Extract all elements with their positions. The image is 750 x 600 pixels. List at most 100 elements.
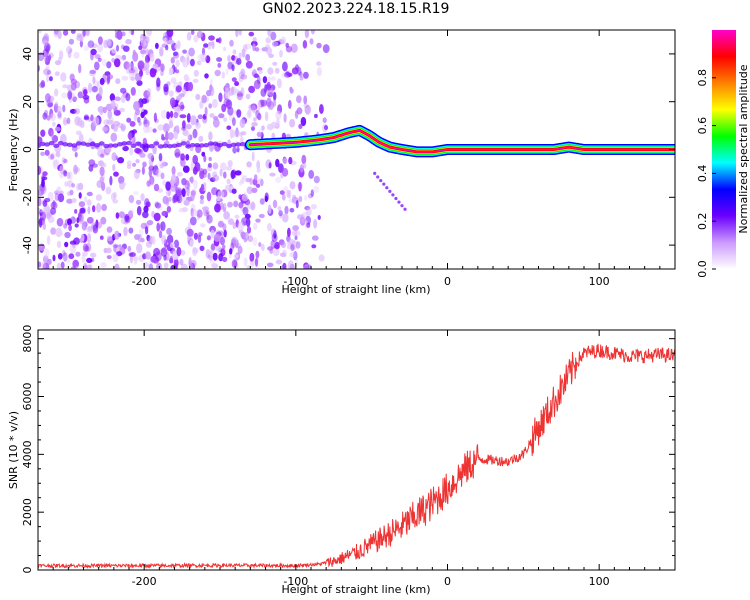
spectrogram-y-tick-label: 20: [21, 95, 34, 109]
spectrogram-noise-blob: [221, 71, 225, 79]
spectrogram-noise-blob: [278, 210, 283, 217]
spectrogram-noise-blob: [231, 188, 237, 194]
spectrogram-noise-blob: [130, 87, 136, 96]
spectrogram-noise-blob: [208, 249, 214, 256]
spectrogram-carrier-blob: [107, 143, 114, 148]
spectrogram-noise-blob: [101, 58, 107, 67]
spectrogram-noise-blob: [245, 60, 253, 69]
spectrogram-noise-blob: [42, 112, 48, 120]
spectrogram-noise-blob: [310, 189, 314, 197]
spectrogram-noise-blob: [215, 195, 221, 202]
spectrogram-noise-blob: [41, 261, 46, 269]
spectrogram-noise-blob: [142, 262, 150, 269]
snr-x-tick-label: -200: [132, 575, 157, 588]
spectrogram-noise-blob: [103, 247, 108, 254]
spectrogram-noise-blob: [287, 260, 294, 269]
spectrogram-noise-blob: [86, 233, 92, 243]
spectrogram-noise-blob: [74, 108, 80, 115]
spectrogram-noise-blob: [111, 48, 117, 54]
spectrogram-noise-blob: [228, 113, 235, 122]
spectrogram-noise-blob: [207, 44, 212, 50]
spectrogram-noise-blob: [63, 223, 68, 229]
snr-x-axis-title: Height of straight line (km): [281, 583, 430, 596]
spectrogram-noise-blob: [283, 186, 289, 193]
spectrogram-noise-blob: [56, 105, 62, 115]
spectrogram-carrier-blob: [144, 143, 151, 149]
spectrogram-noise-blob: [182, 86, 187, 95]
spectrogram-noise-blob: [235, 30, 239, 38]
spectrogram-noise-blob: [42, 171, 48, 177]
spectrogram-noise-blob: [167, 196, 172, 202]
spectrogram-noise-blob: [95, 219, 99, 229]
spectrogram-noise-blob: [261, 243, 265, 251]
spectrogram-noise-blob: [189, 216, 197, 226]
spectrogram-noise-blob: [166, 111, 171, 120]
spectrogram-noise-blob: [106, 235, 113, 242]
spectrogram-noise-blob: [137, 60, 145, 70]
spectrogram-noise-blob: [158, 230, 163, 239]
spectrogram-noise-blob: [282, 249, 287, 258]
spectrogram-noise-blob: [259, 198, 265, 205]
spectrogram-noise-blob: [251, 105, 256, 113]
spectrogram-noise-blob: [63, 170, 68, 177]
spectrogram-noise-blob: [114, 230, 120, 240]
spectrogram-noise-blob: [190, 190, 196, 196]
spectrogram-noise-blob: [203, 182, 207, 187]
spectrogram-noise-blob: [56, 262, 61, 269]
spectrogram-noise-blob: [188, 47, 195, 57]
spectrogram-noise-blob: [274, 67, 280, 74]
snr-y-tick-label: 8000: [21, 325, 34, 353]
colorbar-tick-label: 0.6: [696, 117, 709, 135]
spectrogram-noise-blob: [208, 156, 212, 162]
spectrogram-noise-blob: [227, 55, 231, 62]
colorbar-tick-label: 0.2: [696, 212, 709, 230]
spectrogram-noise-blob: [185, 154, 190, 161]
spectrogram-noise-blob: [102, 106, 107, 114]
spectrogram-noise-blob: [68, 224, 72, 232]
spectrogram-noise-blob: [211, 187, 218, 196]
spectrogram-noise-blob: [38, 52, 45, 62]
spectrogram-noise-blob: [112, 243, 119, 248]
spectrogram-noise-blob: [113, 171, 119, 177]
spectrogram-noise: [38, 30, 330, 269]
spectrogram-noise-blob: [70, 78, 78, 85]
spectrogram-noise-blob: [115, 212, 120, 219]
spectrogram-noise-blob: [295, 200, 299, 209]
spectrogram-noise-blob: [289, 263, 295, 269]
spectrogram-noise-blob: [57, 56, 62, 63]
spectrogram-noise-blob: [173, 239, 180, 248]
spectrogram-noise-blob: [182, 49, 188, 54]
spectrogram-noise-blob: [162, 123, 170, 133]
spectrogram-noise-blob: [75, 251, 81, 257]
spectrogram-noise-blob: [234, 170, 242, 176]
spectrogram-noise-blob: [83, 116, 90, 121]
spectrogram-noise-blob: [117, 157, 125, 164]
spectrogram-noise-blob: [169, 97, 176, 107]
spectrogram-noise-blob: [207, 162, 212, 168]
spectrogram-noise-blob: [148, 95, 152, 101]
spectrogram-noise-blob: [98, 86, 103, 96]
spectrogram-noise-blob: [304, 105, 311, 115]
spectrogram-noise-blob: [113, 124, 118, 132]
spectrogram-noise-blob: [252, 36, 257, 43]
spectrogram-noise-blob: [211, 263, 219, 269]
spectrogram-noise-blob: [180, 153, 186, 161]
spectrogram-noise-blob: [184, 180, 190, 190]
spectrogram-noise-blob: [56, 240, 62, 248]
spectrogram-noise-blob: [133, 190, 139, 196]
spectrogram-noise-blob: [179, 114, 187, 119]
spectrogram-noise-blob: [73, 164, 78, 175]
spectrogram-noise-blob: [248, 31, 255, 37]
spectrogram-noise-blob: [122, 145, 129, 152]
colorbar-gradient: [712, 30, 736, 269]
spectrogram-noise-blob: [303, 103, 310, 108]
spectrogram-noise-blob: [52, 254, 56, 262]
spectrogram-carrier-blob: [71, 143, 78, 148]
spectrogram-noise-blob: [227, 61, 233, 70]
spectrogram-noise-blob: [125, 39, 132, 45]
spectrogram-noise-blob: [211, 41, 215, 50]
spectrogram-noise-blob: [240, 74, 248, 80]
spectrogram-noise-blob: [105, 186, 112, 195]
spectrogram-noise-blob: [95, 194, 102, 201]
spectrogram-noise-blob: [97, 36, 103, 45]
